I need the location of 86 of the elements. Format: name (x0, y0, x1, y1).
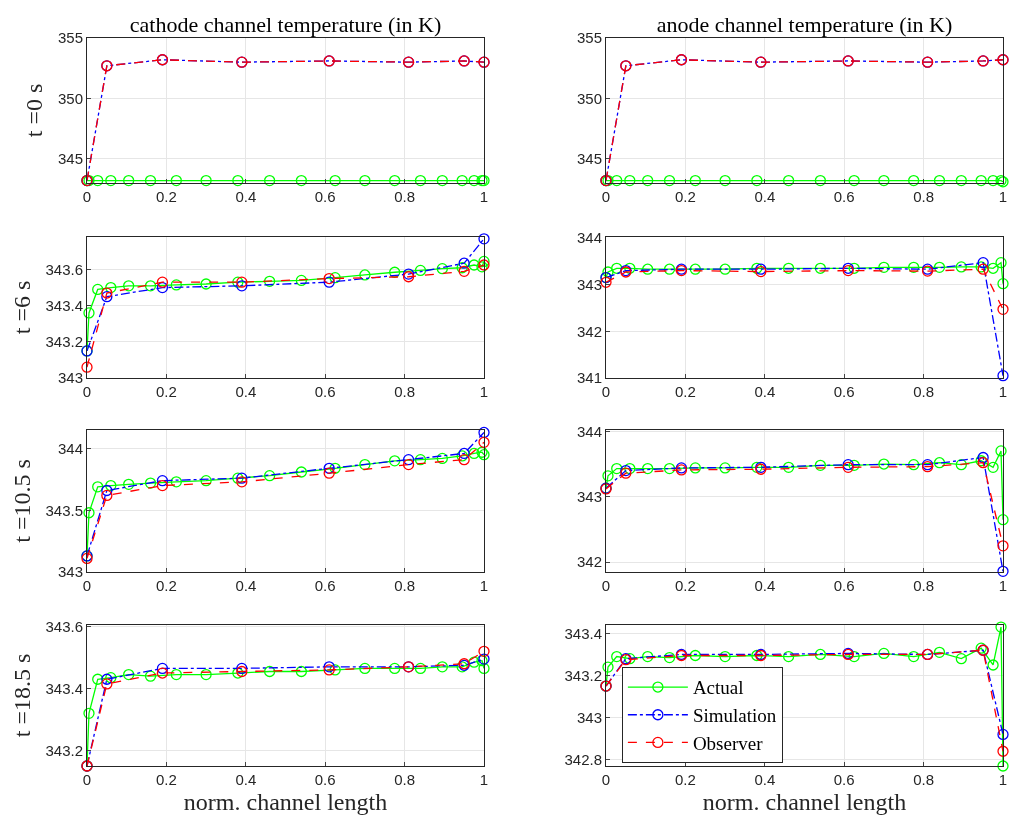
x-tick-label: 0.2 (674, 577, 696, 594)
x-tick-label: 0.2 (155, 188, 177, 205)
x-tick-label: 0.4 (754, 188, 776, 205)
y-axis-title: t =10.5 s (8, 459, 35, 543)
y-tick-label: 343 (576, 488, 602, 505)
x-tick-label: 1 (479, 577, 489, 594)
y-axis-title: t =0 s (21, 83, 48, 138)
y-tick-label: 343.6 (45, 260, 83, 278)
x-tick-label: 0.8 (913, 188, 935, 205)
y-tick-label: 350 (57, 89, 83, 107)
x-tick-label: 0.2 (155, 771, 177, 788)
x-tick-label: 0 (82, 771, 92, 788)
x-tick-label: 0.6 (833, 188, 855, 205)
x-tick-label: 0.8 (913, 383, 935, 400)
y-tick-label: 355 (576, 29, 602, 47)
x-tick-label: 0.4 (235, 383, 257, 400)
x-tick-label: 1 (998, 188, 1008, 205)
legend-label: Actual (692, 677, 744, 699)
chart-title: cathode channel temperature (in K) (129, 12, 442, 37)
x-tick-label: 1 (479, 188, 489, 205)
y-tick-label: 343 (57, 563, 83, 581)
y-tick-label: 343.2 (45, 741, 83, 759)
x-tick-label: 0.4 (235, 188, 257, 205)
x-tick-label: 0.2 (155, 577, 177, 594)
y-axis-title: t =18.5 s (8, 653, 35, 738)
y-tick-label: 343.4 (45, 679, 83, 697)
x-tick-label: 0 (82, 383, 92, 400)
y-tick-label: 343.4 (45, 296, 83, 314)
y-tick-label: 343.6 (45, 617, 83, 635)
y-tick-label: 343.5 (45, 501, 83, 519)
x-tick-label: 0.6 (833, 383, 855, 400)
x-tick-label: 0.6 (314, 771, 336, 788)
x-tick-label: 0.4 (754, 771, 776, 788)
x-tick-label: 0.8 (394, 577, 416, 594)
x-tick-label: 1 (998, 383, 1008, 400)
x-tick-label: 0.4 (754, 577, 776, 594)
legend-label: Observer (692, 732, 764, 754)
y-tick-label: 343 (57, 369, 83, 387)
y-tick-label: 344 (576, 229, 602, 247)
y-tick-label: 343 (576, 708, 602, 726)
x-tick-label: 0 (82, 577, 92, 594)
x-tick-label: 0.8 (913, 771, 935, 788)
x-tick-label: 0.4 (235, 771, 257, 788)
x-tick-label: 0.8 (913, 577, 935, 594)
x-tick-label: 0.6 (314, 188, 336, 205)
y-tick-label: 343.2 (45, 333, 83, 351)
y-tick-label: 344 (57, 439, 83, 457)
y-tick-label: 342 (576, 553, 602, 571)
x-tick-label: 0.6 (833, 577, 855, 594)
x-tick-label: 1 (998, 577, 1008, 594)
y-tick-label: 355 (57, 29, 83, 47)
y-tick-label: 345 (576, 150, 602, 168)
y-tick-label: 341 (576, 369, 602, 387)
x-tick-label: 1 (479, 771, 489, 788)
x-tick-label: 0.6 (314, 577, 336, 594)
x-tick-label: 0 (601, 577, 611, 594)
x-tick-label: 0.8 (394, 771, 416, 788)
x-tick-label: 0.2 (674, 188, 696, 205)
x-tick-label: 0 (601, 188, 611, 205)
x-tick-label: 0 (601, 771, 611, 788)
y-tick-label: 342.8 (564, 750, 602, 768)
y-tick-label: 344 (576, 422, 602, 440)
chart-title: anode channel temperature (in K) (656, 12, 953, 37)
x-tick-label: 0.2 (674, 771, 696, 788)
x-tick-label: 0.6 (314, 383, 336, 400)
y-tick-label: 350 (576, 89, 602, 107)
x-tick-label: 0.8 (394, 188, 416, 205)
x-axis-title: norm. channel length (702, 789, 907, 816)
x-tick-label: 0 (601, 383, 611, 400)
y-axis-title: t =6 s (8, 280, 35, 335)
y-tick-label: 345 (57, 150, 83, 168)
x-tick-label: 0.2 (155, 383, 177, 400)
x-tick-label: 1 (998, 771, 1008, 788)
x-tick-label: 1 (479, 383, 489, 400)
x-tick-label: 0.8 (394, 383, 416, 400)
y-tick-label: 342 (576, 322, 602, 340)
x-tick-label: 0.4 (754, 383, 776, 400)
legend-label: Simulation (692, 705, 777, 727)
x-tick-label: 0.2 (674, 383, 696, 400)
x-tick-label: 0.4 (235, 577, 257, 594)
y-tick-label: 343 (576, 275, 602, 293)
x-axis-title: norm. channel length (183, 789, 388, 816)
x-tick-label: 0 (82, 188, 92, 205)
y-tick-label: 343.4 (564, 624, 602, 642)
y-tick-label: 343.2 (564, 666, 602, 684)
x-tick-label: 0.6 (833, 771, 855, 788)
